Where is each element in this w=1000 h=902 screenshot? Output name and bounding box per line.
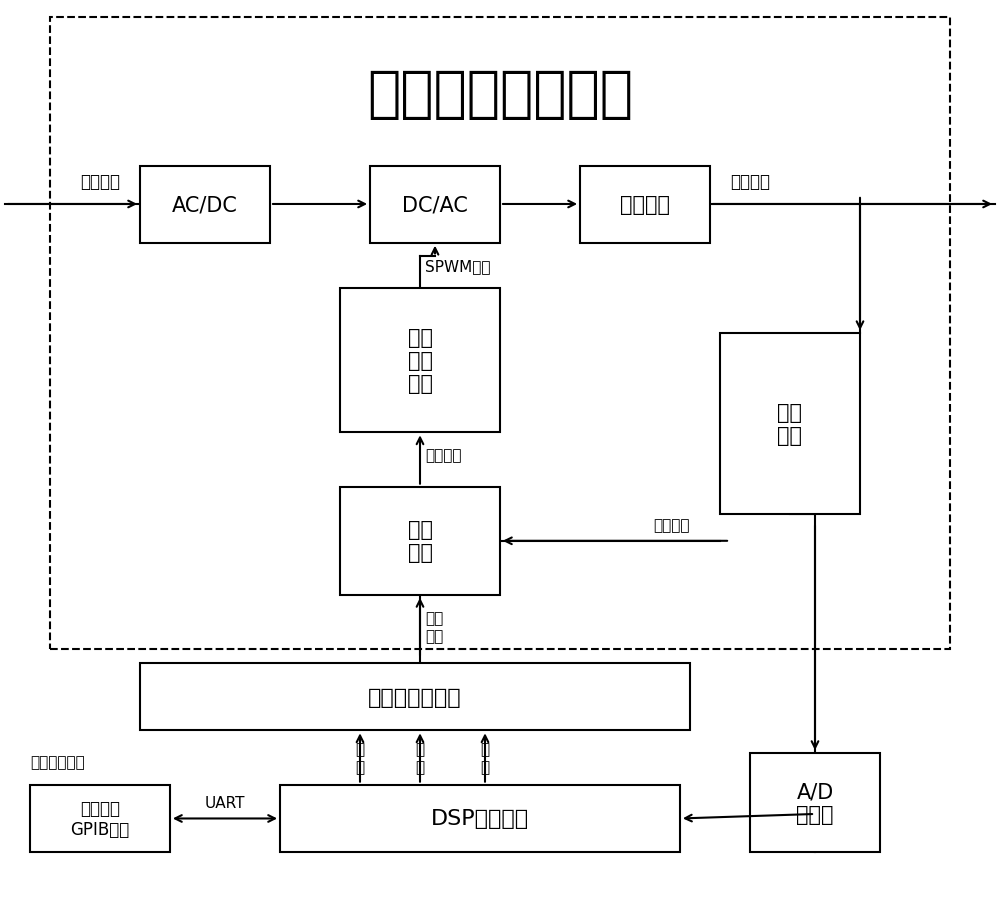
Text: 频
率: 频 率 bbox=[415, 741, 425, 774]
Bar bbox=[750, 753, 880, 852]
Text: 反馈信号: 反馈信号 bbox=[654, 518, 690, 532]
Bar bbox=[720, 334, 860, 514]
Text: 反馈
取样: 反馈 取样 bbox=[778, 402, 802, 446]
Text: 参考
信号: 参考 信号 bbox=[425, 611, 443, 643]
Text: 相
位: 相 位 bbox=[480, 741, 490, 774]
Text: 市电输入: 市电输入 bbox=[80, 173, 120, 191]
Text: 信号功率放大电路: 信号功率放大电路 bbox=[367, 68, 633, 122]
Text: SPWM信号: SPWM信号 bbox=[425, 259, 490, 273]
Text: UART: UART bbox=[205, 796, 245, 810]
Bar bbox=[340, 289, 500, 433]
Bar bbox=[340, 487, 500, 595]
Bar bbox=[50, 18, 950, 649]
Text: 幅
度: 幅 度 bbox=[355, 741, 365, 774]
Text: 任意波形发生器: 任意波形发生器 bbox=[368, 686, 462, 707]
Bar bbox=[280, 785, 680, 852]
Text: 误差信号: 误差信号 bbox=[425, 448, 462, 463]
Text: 误差
放大: 误差 放大 bbox=[408, 520, 433, 563]
Text: 高频滤波: 高频滤波 bbox=[620, 195, 670, 216]
Text: 正弦
脉宽
调制: 正弦 脉宽 调制 bbox=[408, 327, 433, 394]
Text: DC/AC: DC/AC bbox=[402, 195, 468, 216]
Text: A/D
转换器: A/D 转换器 bbox=[796, 781, 834, 824]
Bar bbox=[140, 663, 690, 731]
Text: DSP控制系统: DSP控制系统 bbox=[431, 808, 529, 829]
Text: 人机交互界面: 人机交互界面 bbox=[30, 755, 85, 769]
Bar bbox=[580, 167, 710, 244]
Text: AC/DC: AC/DC bbox=[172, 195, 238, 216]
Bar bbox=[30, 785, 170, 852]
Bar bbox=[370, 167, 500, 244]
Bar bbox=[140, 167, 270, 244]
Text: 交流输出: 交流输出 bbox=[730, 173, 770, 191]
Text: 键盘显示
GPIB接口: 键盘显示 GPIB接口 bbox=[70, 799, 130, 838]
